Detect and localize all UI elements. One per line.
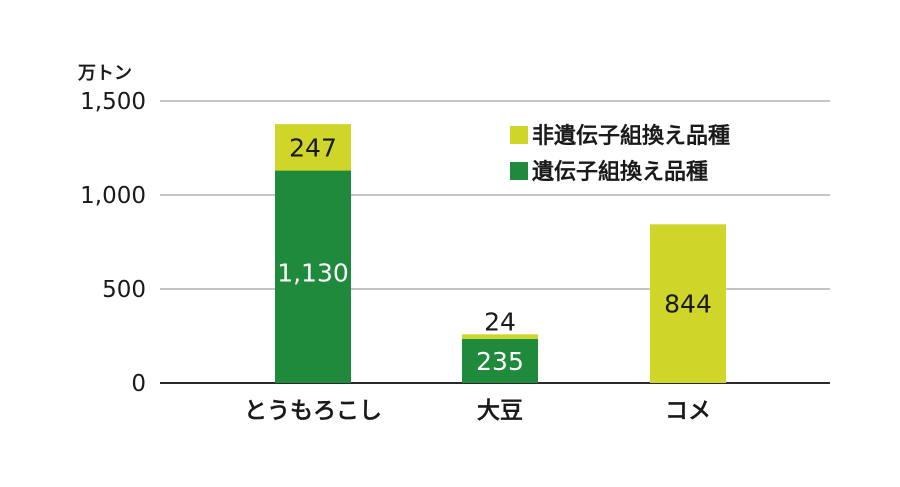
category-label: コメ bbox=[665, 398, 711, 424]
legend-swatch bbox=[510, 162, 528, 180]
data-label: 247 bbox=[289, 133, 337, 162]
legend-swatch bbox=[510, 126, 528, 144]
y-axis-ticks: 0 500 1,000 1,500 bbox=[80, 89, 146, 397]
y-tick-label: 1,000 bbox=[80, 183, 146, 209]
category-label: とうもろこし bbox=[244, 398, 382, 424]
category-label: 大豆 bbox=[477, 398, 523, 424]
legend-label: 非遺伝子組換え品種 bbox=[532, 123, 730, 149]
bar-segment bbox=[650, 224, 726, 383]
data-label: 1,130 bbox=[277, 259, 349, 288]
y-tick-label: 500 bbox=[102, 277, 146, 303]
bar-segment bbox=[462, 338, 538, 383]
data-label: 235 bbox=[476, 347, 524, 376]
bar-segment bbox=[275, 170, 351, 383]
bar-segment bbox=[462, 334, 538, 339]
y-tick-label: 1,500 bbox=[80, 89, 146, 115]
y-tick-label: 0 bbox=[131, 371, 146, 397]
data-labels: 1,130 247 235 24 844 bbox=[277, 133, 712, 376]
data-label: 24 bbox=[484, 307, 516, 336]
bars bbox=[275, 124, 726, 383]
bar-segment bbox=[275, 124, 351, 171]
y-axis-unit-label: 万トン bbox=[77, 63, 132, 84]
legend-label: 遺伝子組換え品種 bbox=[532, 159, 708, 185]
data-label: 844 bbox=[664, 290, 712, 319]
x-axis-categories: とうもろこし 大豆 コメ bbox=[244, 398, 711, 424]
